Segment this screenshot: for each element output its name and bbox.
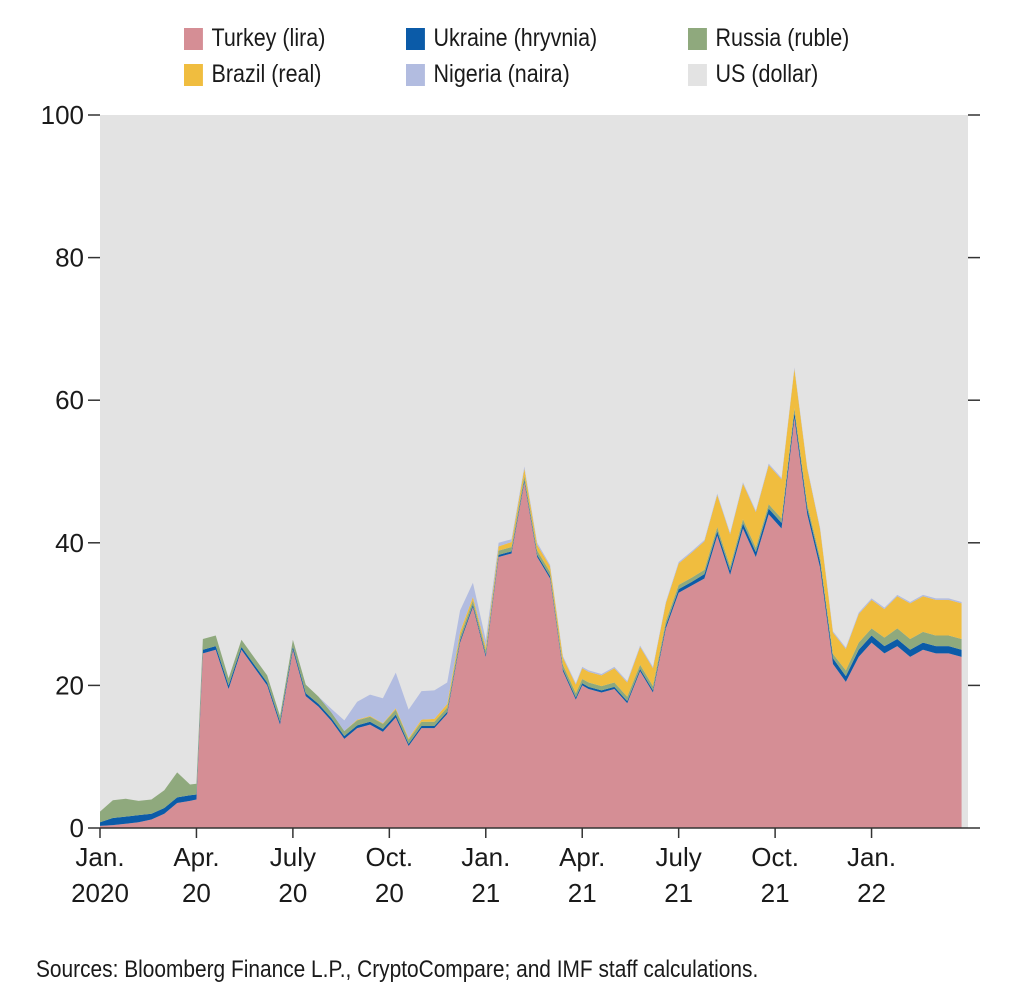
x-tick-label-4-year: 21: [471, 878, 500, 908]
x-tick-label-0-month: Jan.: [75, 842, 124, 872]
x-tick-label-1-year: 20: [182, 878, 211, 908]
x-tick-label-6-month: July: [656, 842, 702, 872]
legend-label-brazil: Brazil (real): [211, 60, 322, 88]
area-turkey-lira: [100, 418, 962, 828]
legend-item-nigeria: Nigeria (naira): [406, 60, 570, 89]
x-tick-label-8-year: 22: [857, 878, 886, 908]
x-tick-label-7-month: Oct.: [751, 842, 799, 872]
y-tick-label-40: 40: [55, 528, 84, 558]
y-tick-label-80: 80: [55, 243, 84, 273]
legend-swatch-brazil: [184, 63, 203, 86]
legend-item-russia: Russia (ruble): [688, 24, 849, 53]
y-tick-label-100: 100: [41, 100, 84, 130]
legend-swatch-ukraine: [406, 27, 425, 50]
x-tick-label-5-year: 21: [568, 878, 597, 908]
legend-swatch-russia: [688, 27, 707, 50]
legend-label-us: US (dollar): [715, 60, 819, 88]
legend-label-russia: Russia (ruble): [715, 24, 850, 52]
legend-swatch-us: [688, 63, 707, 86]
x-tick-label-2-year: 20: [278, 878, 307, 908]
legend-item-us: US (dollar): [688, 60, 818, 89]
x-tick-label-3-month: Oct.: [365, 842, 413, 872]
legend-swatch-turkey: [184, 27, 203, 50]
source-note: Sources: Bloomberg Finance L.P., CryptoC…: [36, 956, 759, 983]
stacked-area-chart: 0 20 40 60 80 100 Jan. 2020 Apr. 20 July 20 Oct. 20 Ja…: [41, 100, 980, 908]
legend-label-ukraine: Ukraine (hryvnia): [433, 24, 598, 52]
x-tick-label-6-year: 21: [664, 878, 693, 908]
legend-item-turkey: Turkey (lira): [184, 24, 325, 53]
y-tick-label-20: 20: [55, 670, 84, 700]
x-tick-label-0-year: 2020: [71, 878, 129, 908]
x-tick-label-8-month: Jan.: [847, 842, 896, 872]
y-tick-label-0: 0: [70, 813, 84, 843]
legend-label-turkey: Turkey (lira): [211, 24, 326, 52]
x-tick-label-4-month: Jan.: [461, 842, 510, 872]
x-tick-label-2-month: July: [270, 842, 316, 872]
area-russia-ruble: [100, 408, 962, 823]
legend-item-brazil: Brazil (real): [184, 60, 321, 89]
x-tick-label-1-month: Apr.: [173, 842, 219, 872]
y-tick-label-60: 60: [55, 385, 84, 415]
x-tick-label-3-year: 20: [375, 878, 404, 908]
x-tick-label-7-year: 21: [761, 878, 790, 908]
legend-label-nigeria: Nigeria (naira): [433, 60, 570, 88]
legend-swatch-nigeria: [406, 63, 425, 86]
x-tick-label-5-month: Apr.: [559, 842, 605, 872]
legend-item-ukraine: Ukraine (hryvnia): [406, 24, 597, 53]
legend: Turkey (lira) Ukraine (hryvnia) Russia (…: [0, 24, 1024, 104]
